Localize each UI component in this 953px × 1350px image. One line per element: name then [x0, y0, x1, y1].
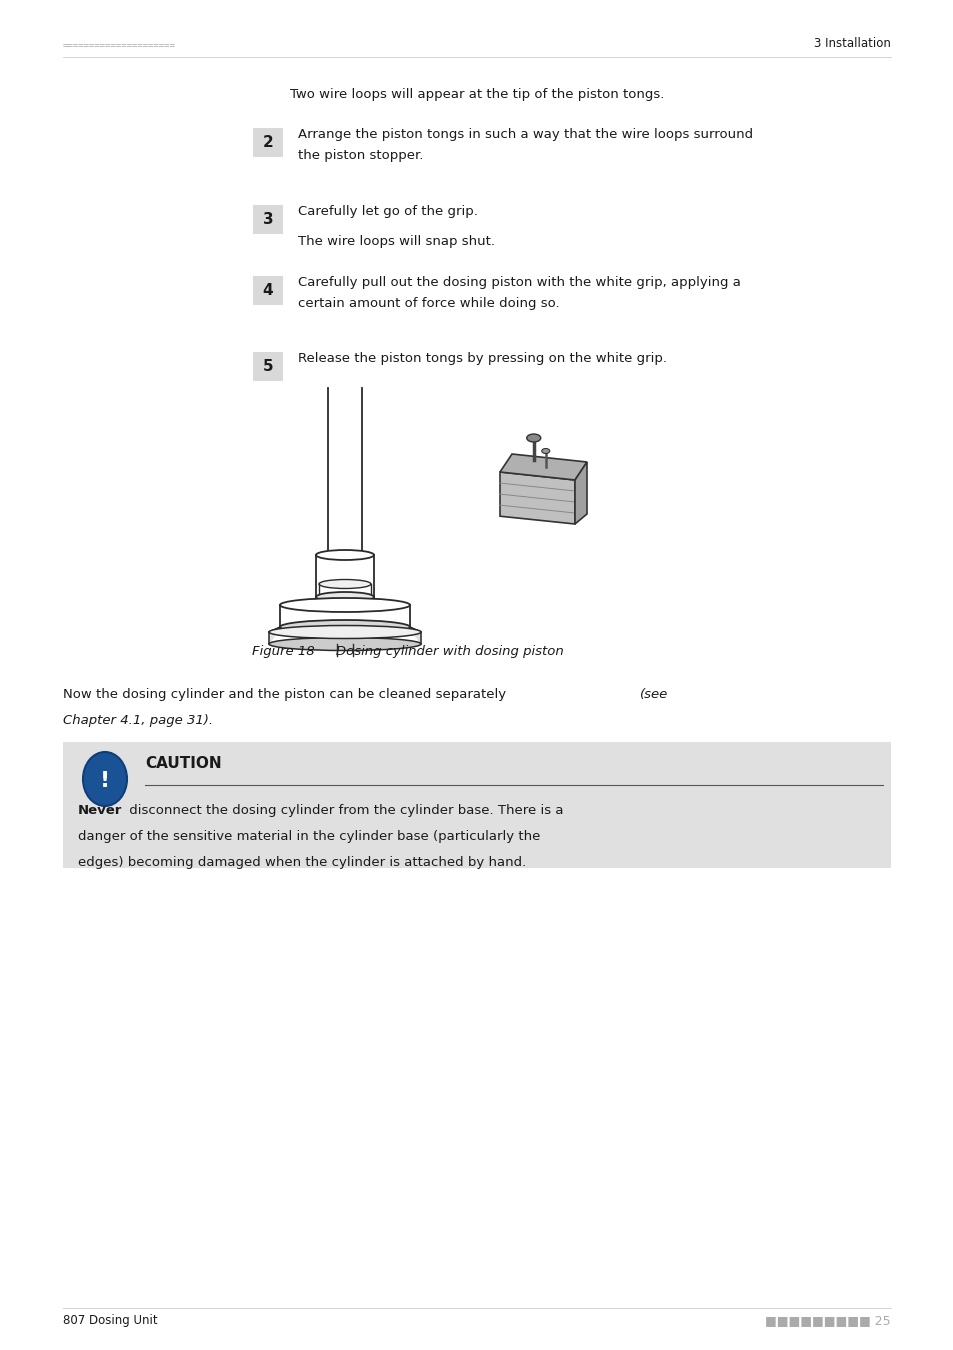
Text: Carefully pull out the dosing piston with the white grip, applying a: Carefully pull out the dosing piston wit…	[297, 275, 740, 289]
FancyBboxPatch shape	[63, 743, 890, 868]
Text: Carefully let go of the grip.: Carefully let go of the grip.	[297, 205, 477, 217]
Ellipse shape	[280, 598, 410, 612]
Polygon shape	[499, 454, 586, 481]
Ellipse shape	[318, 594, 371, 602]
Text: Never: Never	[78, 805, 122, 817]
Text: the piston stopper.: the piston stopper.	[297, 150, 423, 162]
Text: edges) becoming damaged when the cylinder is attached by hand.: edges) becoming damaged when the cylinde…	[78, 856, 526, 869]
Ellipse shape	[315, 593, 374, 602]
FancyBboxPatch shape	[253, 275, 283, 305]
Text: !: !	[100, 771, 110, 791]
Text: The wire loops will snap shut.: The wire loops will snap shut.	[297, 235, 495, 247]
Text: disconnect the dosing cylinder from the cylinder base. There is a: disconnect the dosing cylinder from the …	[125, 805, 563, 817]
FancyBboxPatch shape	[253, 352, 283, 381]
Polygon shape	[575, 462, 586, 524]
Ellipse shape	[315, 549, 374, 560]
Text: 5: 5	[262, 359, 273, 374]
Polygon shape	[269, 626, 280, 644]
Text: danger of the sensitive material in the cylinder base (particularly the: danger of the sensitive material in the …	[78, 830, 539, 842]
Ellipse shape	[83, 752, 127, 806]
Text: =====================: =====================	[63, 40, 175, 50]
Text: ■■■■■■■■■ 25: ■■■■■■■■■ 25	[764, 1314, 890, 1327]
Polygon shape	[499, 472, 575, 524]
Text: 807 Dosing Unit: 807 Dosing Unit	[63, 1314, 157, 1327]
Text: Figure 18     Dosing cylinder with dosing piston: Figure 18 Dosing cylinder with dosing pi…	[252, 645, 563, 657]
Ellipse shape	[318, 579, 371, 589]
Text: Chapter 4.1, page 31).: Chapter 4.1, page 31).	[63, 714, 213, 728]
Text: 3 Installation: 3 Installation	[813, 36, 890, 50]
Text: Release the piston tongs by pressing on the white grip.: Release the piston tongs by pressing on …	[297, 352, 666, 365]
FancyBboxPatch shape	[253, 205, 283, 234]
Text: CAUTION: CAUTION	[145, 756, 221, 771]
Text: 2: 2	[262, 135, 274, 150]
Ellipse shape	[280, 620, 410, 634]
Text: 4: 4	[262, 282, 273, 298]
Polygon shape	[410, 626, 420, 644]
Text: Arrange the piston tongs in such a way that the wire loops surround: Arrange the piston tongs in such a way t…	[297, 128, 752, 140]
Ellipse shape	[269, 625, 420, 639]
Ellipse shape	[269, 637, 420, 651]
Text: (see: (see	[639, 688, 667, 701]
Ellipse shape	[541, 448, 549, 454]
Text: 3: 3	[262, 212, 273, 227]
Text: certain amount of force while doing so.: certain amount of force while doing so.	[297, 297, 559, 310]
Text: Now the dosing cylinder and the piston can be cleaned separately: Now the dosing cylinder and the piston c…	[63, 688, 510, 701]
Text: Two wire loops will appear at the tip of the piston tongs.: Two wire loops will appear at the tip of…	[290, 88, 663, 101]
Ellipse shape	[526, 433, 540, 441]
FancyBboxPatch shape	[253, 128, 283, 157]
